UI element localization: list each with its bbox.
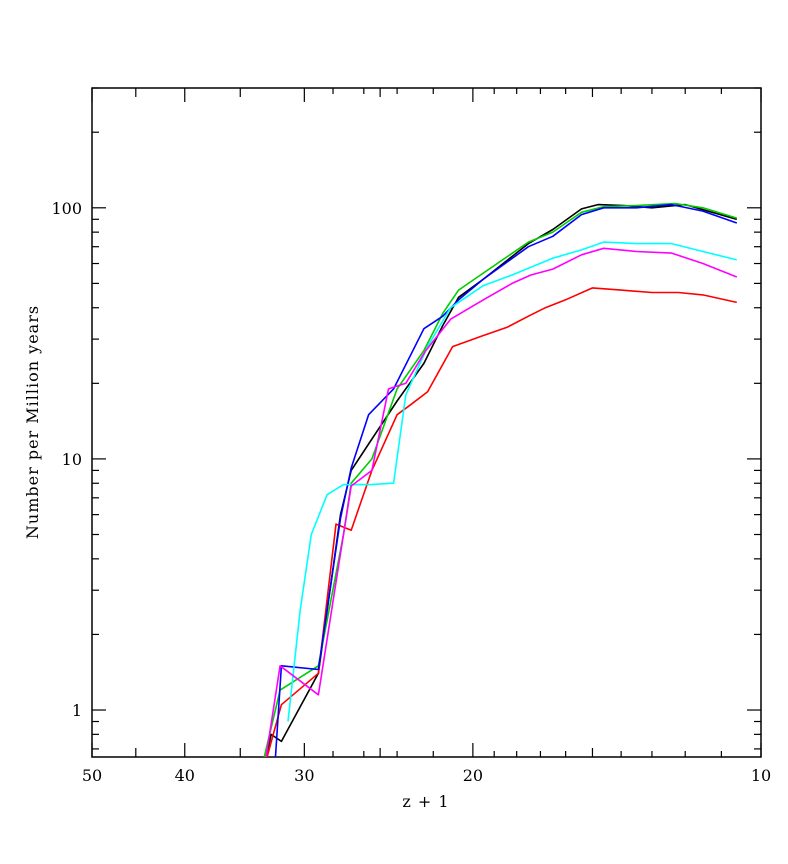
x-axis-label: z + 1 <box>402 792 449 811</box>
series-line-6 <box>265 247 738 757</box>
series-line-4 <box>274 203 738 757</box>
y-tick-label: 10 <box>62 450 82 469</box>
series-line-3 <box>263 202 738 757</box>
x-tick-label: 50 <box>82 766 102 785</box>
y-tick-label: 1 <box>72 701 82 720</box>
x-tick-label: 40 <box>175 766 195 785</box>
plot-frame <box>91 87 762 758</box>
x-tick-label: 10 <box>751 766 771 785</box>
axis-ticks <box>91 87 762 757</box>
series-line-2 <box>266 287 737 757</box>
x-tick-label: 20 <box>463 766 483 785</box>
axis-tick-labels: 50 40 30 20 10 1 10 100 <box>51 199 771 785</box>
y-tick-label: 100 <box>51 199 82 218</box>
y-axis-label: Number per Million years <box>23 305 42 539</box>
series-line-5 <box>287 241 737 722</box>
series-line-1 <box>265 203 738 757</box>
x-tick-label: 30 <box>294 766 314 785</box>
series-lines <box>263 202 738 757</box>
